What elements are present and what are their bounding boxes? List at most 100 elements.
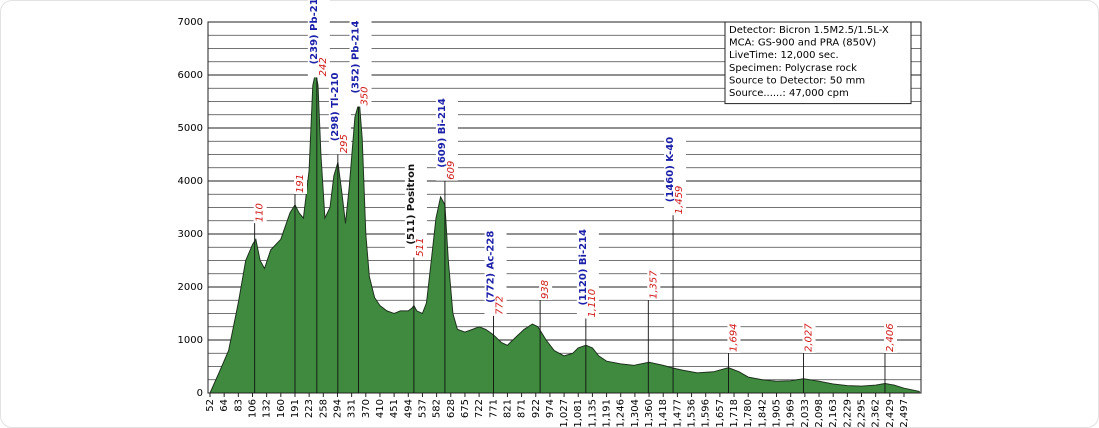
- x-tick-label: 1,596: [701, 399, 712, 428]
- x-tick-label: 537: [417, 399, 428, 418]
- x-tick-label: 1,418: [658, 399, 669, 428]
- peak-energy: 191: [295, 174, 306, 193]
- peak-label-bg: [253, 202, 267, 224]
- x-tick-label: 1,246: [616, 399, 627, 428]
- peak-energy: 295: [339, 134, 350, 153]
- x-tick-label: 1,536: [687, 399, 698, 428]
- peak-energy: 1,357: [648, 270, 659, 299]
- peak-energy: 1,110: [587, 289, 598, 318]
- peak-label: 511(511) Positron: [404, 162, 427, 258]
- peak-label-bg: [664, 135, 687, 216]
- x-tick-label: 1,027: [559, 399, 570, 428]
- y-tick-label: 1000: [178, 335, 203, 346]
- x-tick-label: 1,304: [630, 399, 641, 428]
- x-tick-label: 1,477: [672, 399, 683, 428]
- peak-label-bg: [802, 321, 816, 353]
- peak-label: 242(239) Pb-212: [307, 0, 330, 78]
- peak-label: 350(352) Pb-214: [349, 19, 372, 107]
- peak-label: 1,459(1460) K-40: [664, 135, 687, 216]
- y-tick-label: 4000: [178, 176, 203, 187]
- x-tick-label: 2,163: [828, 399, 839, 428]
- peak-energy: 1,694: [728, 323, 739, 352]
- x-tick-label: 191: [290, 399, 301, 418]
- peak-label-bg: [435, 97, 458, 181]
- peak-label: 609(609) Bi-214: [435, 97, 458, 181]
- peak-label: 110: [253, 202, 267, 224]
- x-tick-label: 494: [403, 399, 414, 418]
- peak-name: (1120) Bi-214: [578, 229, 589, 306]
- peak-energy: 609: [446, 161, 457, 180]
- x-tick-label: 2,033: [800, 399, 811, 428]
- x-tick-label: 331: [347, 399, 358, 418]
- peak-label-bg: [883, 322, 897, 353]
- peak-label: 191: [293, 172, 307, 194]
- peak-label-bg: [293, 172, 307, 194]
- peak-label: 1,110(1120) Bi-214: [576, 227, 599, 319]
- peak-label-bg: [328, 71, 351, 155]
- x-tick-label: 2,295: [857, 399, 868, 428]
- x-tick-label: 1,081: [573, 399, 584, 428]
- peak-label-bg: [576, 227, 599, 319]
- peak-energy: 2,027: [804, 323, 815, 352]
- x-tick-label: 370: [361, 399, 372, 418]
- x-tick-label: 132: [262, 399, 273, 418]
- x-tick-label: 83: [233, 399, 244, 412]
- peak-label: 938: [539, 278, 553, 300]
- info-line: MCA: GS-900 and PRA (850V): [729, 38, 876, 49]
- peak-label: 2,406: [883, 322, 897, 353]
- peak-name: (511) Positron: [406, 164, 417, 245]
- info-line: Source to Detector: 50 mm: [729, 75, 865, 86]
- peak-label: 295(298) Tl-210: [328, 71, 351, 155]
- peak-label: 2,027: [802, 321, 816, 353]
- x-tick-label: 106: [247, 399, 258, 418]
- x-tick-label: 1,191: [602, 399, 613, 428]
- peak-energy: 242: [318, 57, 329, 76]
- peak-energy: 350: [360, 86, 371, 105]
- x-tick-label: 223: [304, 399, 315, 418]
- x-tick-label: 771: [488, 399, 499, 418]
- y-tick-label: 5000: [178, 123, 203, 134]
- info-box: [724, 21, 912, 105]
- peak-label-bg: [647, 268, 661, 300]
- x-tick-label: 974: [545, 399, 556, 418]
- x-tick-label: 410: [375, 399, 386, 418]
- x-tick-label: 1,969: [786, 399, 797, 428]
- peak-energy: 772: [495, 296, 506, 315]
- x-tick-label: 258: [318, 399, 329, 418]
- peak-name: (239) Pb-212: [309, 0, 320, 64]
- y-tick-label: 0: [197, 388, 203, 399]
- peak-name: (352) Pb-214: [351, 21, 362, 94]
- x-tick-label: 1,842: [757, 399, 768, 428]
- x-tick-label: 160: [276, 399, 287, 418]
- peak-label-bg: [727, 322, 741, 353]
- peak-energy: 511: [415, 238, 426, 257]
- x-tick-label: 1,135: [587, 399, 598, 428]
- info-line: Specimen: Polycrase rock: [729, 63, 857, 74]
- x-tick-label: 451: [389, 399, 400, 418]
- spectrum-area: [209, 72, 920, 394]
- peak-label: 1,694: [727, 322, 741, 353]
- x-tick-label: 1,718: [729, 399, 740, 428]
- peak-energy: 938: [540, 280, 551, 299]
- x-tick-label: 294: [332, 399, 343, 418]
- peak-name: (772) Ac-228: [486, 231, 497, 303]
- x-tick-label: 2,362: [871, 399, 882, 428]
- x-tick-label: 52: [205, 399, 216, 412]
- x-tick-label: 1,780: [743, 399, 754, 428]
- x-tick-label: 1,905: [772, 399, 783, 428]
- x-tick-label: 64: [219, 399, 230, 412]
- peak-energy: 1,459: [674, 186, 685, 215]
- peak-label: 1,357: [647, 268, 661, 300]
- y-tick-label: 2000: [178, 282, 203, 293]
- y-tick-label: 7000: [178, 17, 203, 28]
- info-line: Source......: 47,000 cpm: [729, 88, 849, 99]
- x-tick-label: 2,229: [842, 399, 853, 428]
- info-line: LiveTime: 12,000 sec.: [729, 50, 839, 61]
- x-tick-label: 628: [446, 399, 457, 418]
- x-tick-label: 871: [517, 399, 528, 418]
- peak-label: 772(772) Ac-228: [484, 229, 507, 316]
- peak-label-bg: [539, 278, 553, 300]
- x-tick-label: 675: [460, 399, 471, 418]
- peak-label-bg: [404, 162, 427, 258]
- info-line: Detector: Bicron 1.5M2.5/1.5L-X: [729, 25, 889, 36]
